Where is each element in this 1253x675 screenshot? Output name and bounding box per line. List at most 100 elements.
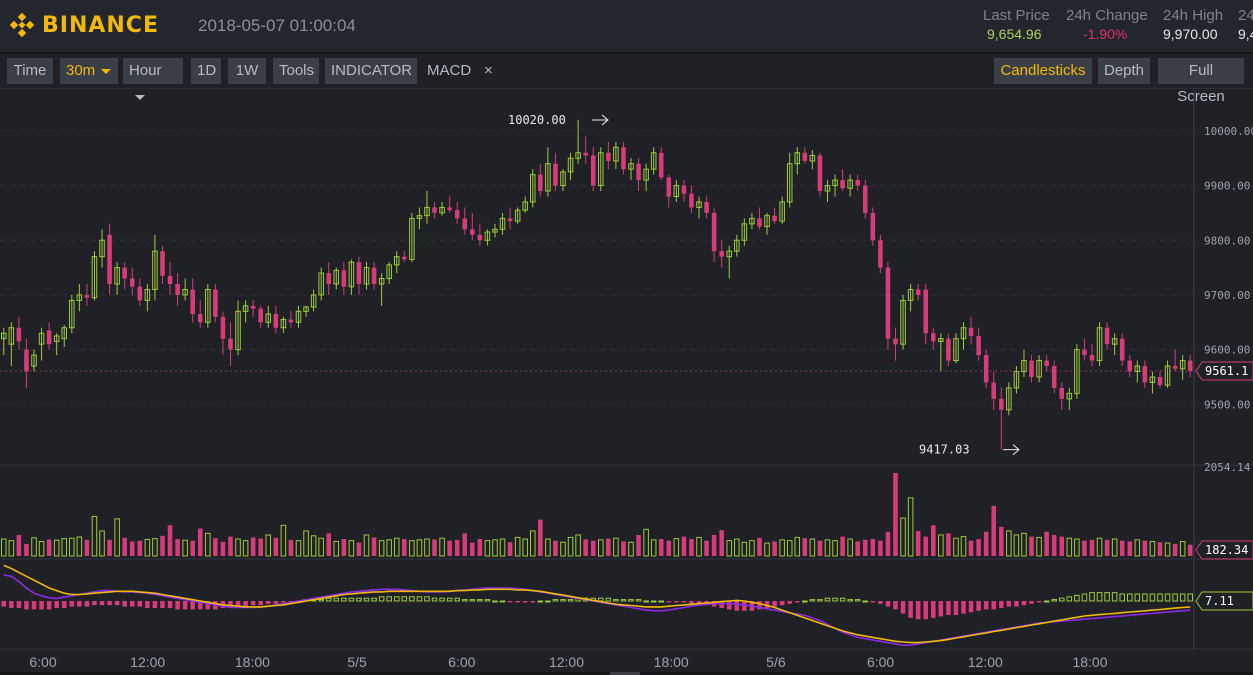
candle-body	[832, 179, 838, 187]
macd-line	[3, 574, 1191, 647]
candle-body	[84, 294, 90, 298]
volume-bar	[734, 538, 740, 557]
macd-histogram-bar	[175, 601, 180, 610]
volume-bar	[250, 537, 256, 556]
macd-histogram-bar	[107, 601, 112, 606]
volume-bar	[1119, 540, 1125, 556]
candle-body	[137, 286, 143, 301]
macd-histogram-bar	[560, 599, 566, 602]
interval-dropdown[interactable]: 30m	[60, 58, 118, 84]
binance-logo[interactable]: BINANCE	[8, 10, 159, 40]
volume-bar	[870, 539, 876, 556]
volume-bar	[681, 536, 687, 556]
brand-name: BINANCE	[42, 12, 159, 38]
macd-histogram-bar	[545, 600, 551, 603]
fullscreen-button[interactable]: Full Screen	[1158, 58, 1244, 105]
volume-bar	[832, 540, 838, 557]
volume-bar	[643, 528, 649, 557]
candle-body	[46, 330, 52, 345]
close-icon[interactable]: ×	[484, 62, 493, 79]
macd-histogram-bar	[1104, 592, 1110, 602]
volume-bar	[1149, 540, 1156, 557]
macd-histogram-bar	[991, 601, 997, 610]
candle-body	[303, 306, 309, 312]
indicator-button[interactable]: INDICATOR	[325, 58, 417, 84]
candle-body	[152, 250, 158, 290]
volume-bar	[326, 533, 331, 556]
volume-bar	[122, 537, 127, 556]
volume-bar	[1074, 538, 1080, 557]
candle-body	[507, 218, 513, 222]
volume-bar	[1179, 540, 1186, 557]
1w-button[interactable]: 1W	[228, 58, 266, 84]
macd-histogram-bar	[870, 601, 876, 603]
hour-dropdown[interactable]: Hour	[123, 58, 183, 100]
volume-bar	[636, 534, 641, 556]
candlesticks-button[interactable]: Candlesticks	[994, 58, 1092, 84]
candle-body	[31, 354, 37, 367]
macd-histogram-bar	[1058, 597, 1065, 602]
candle-body	[213, 289, 218, 317]
macd-histogram-bar	[1119, 593, 1125, 602]
macd-histogram-bar	[1164, 593, 1171, 602]
volume-bar	[386, 539, 392, 557]
candle-body	[650, 152, 657, 170]
candle-body	[529, 174, 536, 203]
price-chart[interactable]: 10000.00 9900.00 9800.00 9700.00 9600.00 9500…	[0, 89, 1253, 675]
candle-body	[553, 163, 558, 186]
candle-body	[1149, 376, 1156, 383]
candle-body	[764, 215, 770, 228]
macd-histogram-bar	[114, 601, 120, 606]
current-volume-label: 182.34	[1205, 543, 1248, 557]
stat-label: 24h High	[1163, 7, 1224, 24]
macd-indicator-label[interactable]: MACD	[427, 62, 472, 79]
macd-histogram-bar	[416, 596, 423, 602]
depth-button[interactable]: Depth	[1098, 58, 1150, 84]
macd-histogram-bar	[742, 601, 747, 611]
1d-button[interactable]: 1D	[191, 58, 221, 84]
macd-histogram-bar	[1051, 599, 1057, 602]
volume-bar	[393, 537, 400, 557]
candle-body	[885, 267, 891, 339]
candle-body	[1059, 387, 1065, 399]
macd-histogram-bar	[228, 601, 233, 608]
candle-body	[991, 382, 997, 399]
volume-bar	[1187, 544, 1193, 556]
candle-body	[462, 218, 468, 230]
candle-body	[190, 289, 195, 315]
volume-bar	[1111, 538, 1118, 557]
macd-histogram-bar	[1066, 596, 1073, 602]
volume-bar	[1172, 543, 1178, 556]
time-button[interactable]: Time	[7, 58, 53, 84]
macd-histogram-bar	[537, 600, 544, 603]
volume-bar	[1142, 540, 1148, 556]
candle-body	[439, 206, 445, 214]
chart-toolbar: Time 30m Hour 1D 1W Tools INDICATOR MACD…	[0, 54, 1253, 105]
time-tick-label: 12:00	[968, 654, 1003, 670]
candle-body	[1104, 327, 1110, 345]
macd-histogram-bar	[409, 596, 415, 602]
volume-bar	[794, 536, 801, 557]
volume-bar	[378, 540, 385, 557]
candle-body	[847, 179, 853, 189]
candle-body	[348, 261, 355, 288]
volume-bar	[900, 517, 906, 557]
volume-bar	[242, 540, 249, 557]
candle-body	[560, 171, 566, 187]
macd-histogram-bar	[961, 601, 966, 614]
tools-button[interactable]: Tools	[273, 58, 319, 84]
candle-body	[999, 398, 1004, 410]
arrow-right-icon	[1003, 444, 1020, 456]
candle-body	[938, 338, 944, 342]
candle-body	[590, 155, 596, 186]
candle-body	[175, 284, 180, 295]
macd-histogram-bar	[266, 601, 271, 604]
macd-histogram-bar	[197, 601, 203, 610]
volume-bar	[545, 538, 551, 557]
macd-histogram-bar	[39, 601, 44, 610]
macd-histogram-bar	[1172, 593, 1178, 602]
macd-histogram-bar	[1187, 593, 1193, 602]
macd-histogram-bar	[273, 601, 279, 604]
volume-bar	[893, 473, 898, 556]
volume-bar	[779, 539, 785, 557]
